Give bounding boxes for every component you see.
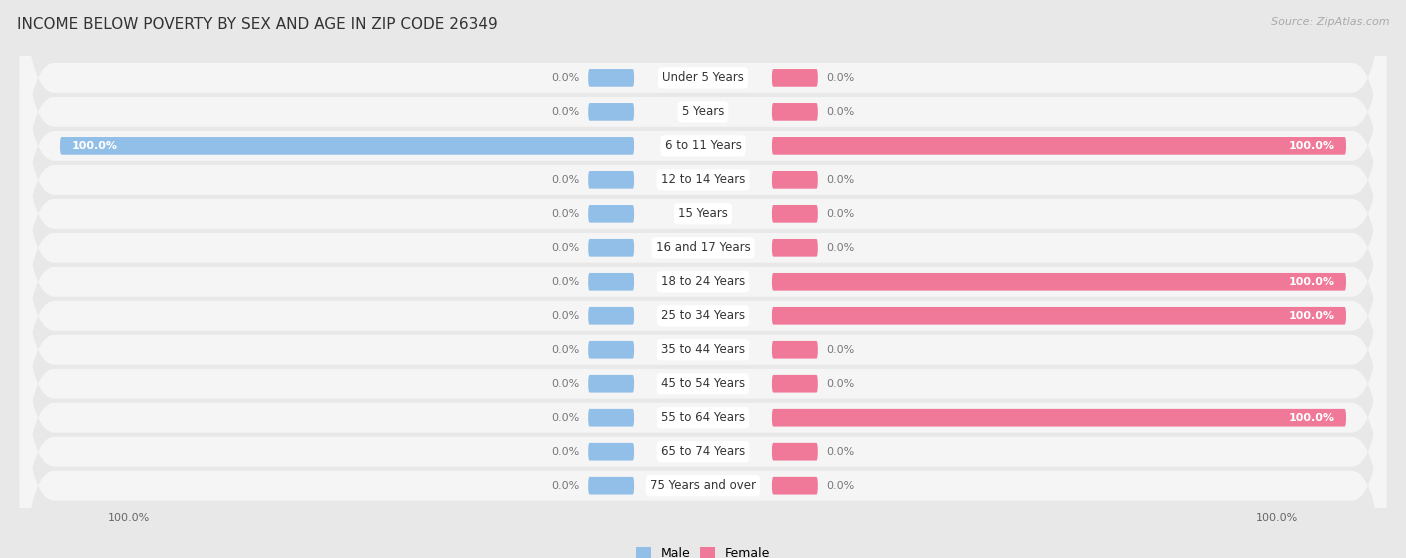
FancyBboxPatch shape xyxy=(588,409,634,426)
FancyBboxPatch shape xyxy=(588,477,634,494)
Text: 0.0%: 0.0% xyxy=(827,379,855,389)
FancyBboxPatch shape xyxy=(20,25,1386,403)
Text: 0.0%: 0.0% xyxy=(827,107,855,117)
FancyBboxPatch shape xyxy=(772,171,818,189)
FancyBboxPatch shape xyxy=(772,341,818,359)
Legend: Male, Female: Male, Female xyxy=(631,542,775,558)
Text: 25 to 34 Years: 25 to 34 Years xyxy=(661,309,745,323)
Text: 0.0%: 0.0% xyxy=(551,209,579,219)
Text: 0.0%: 0.0% xyxy=(827,175,855,185)
FancyBboxPatch shape xyxy=(20,263,1386,558)
FancyBboxPatch shape xyxy=(588,171,634,189)
FancyBboxPatch shape xyxy=(772,477,818,494)
FancyBboxPatch shape xyxy=(588,375,634,393)
Text: 100.0%: 100.0% xyxy=(1288,311,1334,321)
FancyBboxPatch shape xyxy=(772,273,1346,291)
Text: 12 to 14 Years: 12 to 14 Years xyxy=(661,174,745,186)
Text: 35 to 44 Years: 35 to 44 Years xyxy=(661,343,745,356)
FancyBboxPatch shape xyxy=(20,297,1386,558)
Text: 15 Years: 15 Years xyxy=(678,208,728,220)
Text: 0.0%: 0.0% xyxy=(551,243,579,253)
Text: 16 and 17 Years: 16 and 17 Years xyxy=(655,241,751,254)
FancyBboxPatch shape xyxy=(20,229,1386,558)
Text: 5 Years: 5 Years xyxy=(682,105,724,118)
Text: 0.0%: 0.0% xyxy=(551,107,579,117)
Text: 0.0%: 0.0% xyxy=(827,345,855,355)
FancyBboxPatch shape xyxy=(20,127,1386,505)
Text: 0.0%: 0.0% xyxy=(551,345,579,355)
FancyBboxPatch shape xyxy=(772,409,1346,426)
Text: 0.0%: 0.0% xyxy=(551,480,579,490)
FancyBboxPatch shape xyxy=(588,103,634,121)
FancyBboxPatch shape xyxy=(60,137,634,155)
Text: Under 5 Years: Under 5 Years xyxy=(662,71,744,84)
Text: 6 to 11 Years: 6 to 11 Years xyxy=(665,140,741,152)
FancyBboxPatch shape xyxy=(20,195,1386,558)
FancyBboxPatch shape xyxy=(588,443,634,460)
Text: 100.0%: 100.0% xyxy=(1288,277,1334,287)
FancyBboxPatch shape xyxy=(588,341,634,359)
Text: 0.0%: 0.0% xyxy=(551,175,579,185)
FancyBboxPatch shape xyxy=(588,307,634,325)
FancyBboxPatch shape xyxy=(588,239,634,257)
Text: 0.0%: 0.0% xyxy=(827,73,855,83)
FancyBboxPatch shape xyxy=(20,0,1386,335)
FancyBboxPatch shape xyxy=(588,205,634,223)
Text: 100.0%: 100.0% xyxy=(1288,141,1334,151)
Text: 0.0%: 0.0% xyxy=(551,413,579,423)
Text: Source: ZipAtlas.com: Source: ZipAtlas.com xyxy=(1271,17,1389,27)
Text: 0.0%: 0.0% xyxy=(551,311,579,321)
Text: 65 to 74 Years: 65 to 74 Years xyxy=(661,445,745,458)
FancyBboxPatch shape xyxy=(772,239,818,257)
FancyBboxPatch shape xyxy=(772,137,1346,155)
FancyBboxPatch shape xyxy=(20,0,1386,267)
FancyBboxPatch shape xyxy=(772,205,818,223)
FancyBboxPatch shape xyxy=(20,0,1386,369)
Text: INCOME BELOW POVERTY BY SEX AND AGE IN ZIP CODE 26349: INCOME BELOW POVERTY BY SEX AND AGE IN Z… xyxy=(17,17,498,32)
FancyBboxPatch shape xyxy=(772,103,818,121)
Text: 0.0%: 0.0% xyxy=(551,73,579,83)
Text: 75 Years and over: 75 Years and over xyxy=(650,479,756,492)
Text: 0.0%: 0.0% xyxy=(827,243,855,253)
Text: 0.0%: 0.0% xyxy=(551,277,579,287)
Text: 0.0%: 0.0% xyxy=(551,379,579,389)
Text: 0.0%: 0.0% xyxy=(827,209,855,219)
FancyBboxPatch shape xyxy=(20,161,1386,538)
Text: 0.0%: 0.0% xyxy=(551,447,579,456)
Text: 0.0%: 0.0% xyxy=(827,447,855,456)
Text: 55 to 64 Years: 55 to 64 Years xyxy=(661,411,745,424)
Text: 100.0%: 100.0% xyxy=(1288,413,1334,423)
Text: 45 to 54 Years: 45 to 54 Years xyxy=(661,377,745,390)
FancyBboxPatch shape xyxy=(20,59,1386,437)
FancyBboxPatch shape xyxy=(772,375,818,393)
FancyBboxPatch shape xyxy=(772,69,818,86)
FancyBboxPatch shape xyxy=(588,273,634,291)
Text: 100.0%: 100.0% xyxy=(72,141,118,151)
FancyBboxPatch shape xyxy=(20,93,1386,471)
FancyBboxPatch shape xyxy=(588,69,634,86)
FancyBboxPatch shape xyxy=(772,443,818,460)
Text: 0.0%: 0.0% xyxy=(827,480,855,490)
FancyBboxPatch shape xyxy=(20,0,1386,301)
FancyBboxPatch shape xyxy=(772,307,1346,325)
Text: 18 to 24 Years: 18 to 24 Years xyxy=(661,275,745,288)
